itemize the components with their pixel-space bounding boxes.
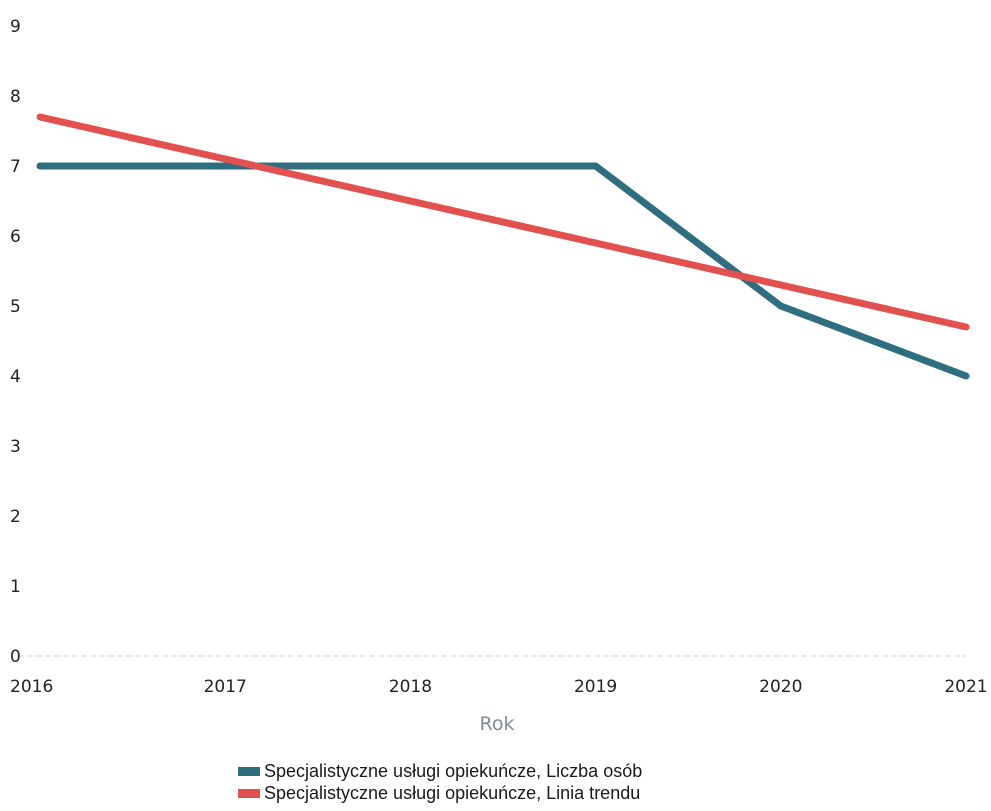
data-point[interactable] [36, 113, 44, 121]
data-point[interactable] [777, 302, 785, 310]
x-tick-label: 2017 [204, 677, 247, 697]
legend-swatch-liczba-osob [238, 766, 260, 776]
y-tick-label: 5 [10, 297, 21, 317]
data-point[interactable] [592, 162, 600, 170]
y-tick-label: 8 [10, 87, 21, 107]
y-tick-label: 0 [10, 647, 21, 667]
y-tick-label: 6 [10, 227, 21, 247]
y-tick-label: 1 [10, 577, 21, 597]
legend-label-linia-trendu: Specjalistyczne usługi opiekuńcze, Linia… [264, 783, 641, 803]
legend-label-liczba-osob: Specjalistyczne usługi opiekuńcze, Liczb… [264, 761, 643, 781]
data-point[interactable] [406, 197, 414, 205]
data-point[interactable] [36, 162, 44, 170]
data-point[interactable] [592, 239, 600, 247]
data-point[interactable] [962, 372, 970, 380]
y-tick-label: 7 [10, 157, 21, 177]
y-tick-label: 9 [10, 17, 21, 37]
data-point[interactable] [406, 162, 414, 170]
legend-swatch-linia-trendu [238, 788, 260, 798]
data-point[interactable] [777, 281, 785, 289]
x-tick-label: 2019 [574, 677, 617, 697]
line-chart: 0 1 2 3 4 5 6 7 8 9 2016 2017 2018 2019 2020 2021 Rok [10, 17, 988, 735]
y-tick-label: 4 [10, 367, 21, 387]
x-tick-label: 2021 [944, 677, 987, 697]
series-line-liczba-osob[interactable] [40, 162, 968, 380]
data-point[interactable] [221, 162, 229, 170]
data-point[interactable] [221, 155, 229, 163]
series-line-linia-trendu[interactable] [39, 113, 967, 331]
legend-item-liczba-osob[interactable]: Specjalistyczne usługi opiekuńcze, Liczb… [238, 760, 642, 782]
x-tick-label: 2018 [389, 677, 432, 697]
y-tick-label: 3 [10, 437, 21, 457]
data-point[interactable] [962, 323, 970, 331]
legend-item-linia-trendu[interactable]: Specjalistyczne usługi opiekuńcze, Linia… [238, 782, 642, 804]
x-axis-title: Rok [480, 713, 515, 735]
y-axis-ticks: 0 1 2 3 4 5 6 7 8 9 [10, 17, 21, 667]
series-lines [36, 113, 970, 380]
y-tick-label: 2 [10, 507, 21, 527]
x-tick-label: 2020 [759, 677, 802, 697]
x-tick-label: 2016 [10, 677, 53, 697]
legend: Specjalistyczne usługi opiekuńcze, Liczb… [238, 760, 642, 804]
x-axis-ticks: 2016 2017 2018 2019 2020 2021 [10, 677, 988, 697]
